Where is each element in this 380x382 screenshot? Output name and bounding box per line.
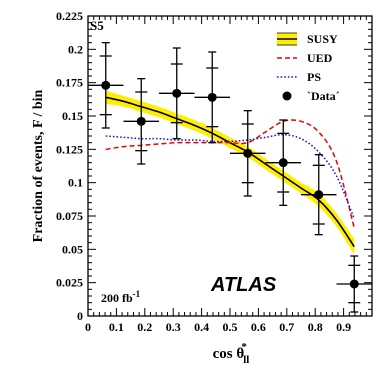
legend-label: UED <box>307 51 333 65</box>
luminosity-exponent: -1 <box>133 289 141 299</box>
data-points-group <box>88 42 372 313</box>
x-tick-label: 0 <box>85 320 91 334</box>
y-tick-label: 0.025 <box>56 276 83 290</box>
x-tick-label: 0.5 <box>223 320 238 334</box>
x-tick-label: 0.4 <box>194 320 209 334</box>
y-tick-label: 0.075 <box>56 209 83 223</box>
data-point-group <box>88 42 124 129</box>
data-point-marker <box>207 92 217 102</box>
data-point-marker <box>314 190 324 200</box>
legend-swatch-marker <box>282 91 292 101</box>
data-point-group <box>194 51 230 144</box>
ps-curve <box>105 133 355 219</box>
susy-uncertainty-band <box>105 90 355 255</box>
data-point-group <box>230 110 266 197</box>
legend-item-data: `Data´ <box>282 89 340 103</box>
susy-uncertainty-band-group <box>105 90 355 255</box>
legend: SUSY UED PS `Data´ <box>277 32 340 103</box>
atlas-label: ATLAS <box>210 274 277 296</box>
panel-label: S5 <box>90 18 104 33</box>
data-point-marker <box>136 116 146 126</box>
legend-item-ps: PS <box>277 70 321 84</box>
x-tick-label: 0.1 <box>109 320 124 334</box>
x-tick-label: 0.6 <box>251 320 266 334</box>
y-axis-label: Fraction of events, F / bin <box>31 89 46 242</box>
x-axis-label: cos θll* <box>213 341 250 366</box>
x-tick-label: 0.8 <box>308 320 323 334</box>
annotations-group: S5 ATLAS 200 fb-1 Fraction of events, F … <box>31 18 277 366</box>
data-point-marker <box>349 279 359 289</box>
data-point-marker <box>243 148 253 158</box>
x-axis-label-main: cos θ <box>213 346 245 362</box>
x-tick-label: 0.3 <box>166 320 181 334</box>
y-tick-label: 0.175 <box>56 76 83 90</box>
data-point-marker <box>101 80 111 90</box>
y-tick-label: 0 <box>77 309 83 323</box>
x-tick-label: 0.2 <box>137 320 152 334</box>
data-point-marker <box>172 88 182 98</box>
x-axis-label-subscript: ll <box>243 354 249 366</box>
data-point-group <box>265 119 301 206</box>
x-axis-label-superscript: * <box>241 341 247 353</box>
y-tick-label: 0.15 <box>62 109 83 123</box>
data-point-group <box>159 47 195 140</box>
data-point-group <box>123 78 159 165</box>
data-point-group <box>336 255 372 313</box>
luminosity-value: 200 fb <box>101 291 133 305</box>
y-tick-label: 0.2 <box>68 42 83 56</box>
y-tick-label: 0.05 <box>62 242 83 256</box>
axes-group: 0 0.1 0.2 0.3 0.4 0.5 0.6 0.7 0.8 0.9 0 0.025 0.05 0.… <box>56 9 373 334</box>
legend-label: PS <box>307 70 321 84</box>
legend-label: SUSY <box>307 32 338 46</box>
legend-label: `Data´ <box>307 89 340 103</box>
y-tick-label: 0.225 <box>56 9 83 23</box>
data-point-marker <box>278 158 288 168</box>
legend-item-ued: UED <box>277 51 333 65</box>
x-tick-label: 0.7 <box>279 320 294 334</box>
data-point-group <box>301 154 337 236</box>
x-tick-label: 0.9 <box>336 320 351 334</box>
luminosity-label: 200 fb-1 <box>101 289 141 305</box>
y-tick-label: 0.125 <box>56 142 83 156</box>
model-curves-group <box>105 96 355 248</box>
legend-item-susy: SUSY <box>277 32 338 46</box>
ued-curve <box>105 119 355 229</box>
y-tick-label: 0.1 <box>68 176 83 190</box>
